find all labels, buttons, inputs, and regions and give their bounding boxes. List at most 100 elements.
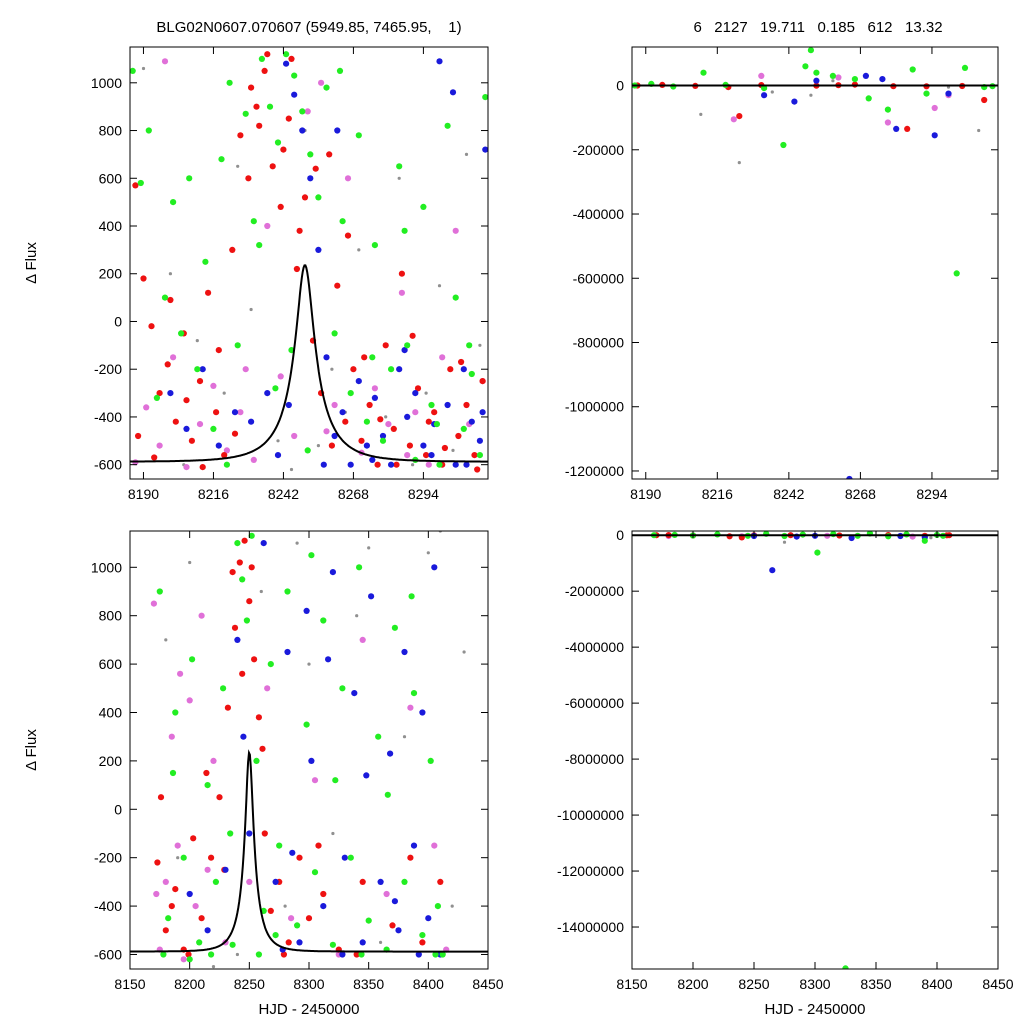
data-point-green xyxy=(229,941,236,948)
data-point-blue xyxy=(320,903,327,910)
data-point-red xyxy=(198,915,205,922)
data-point-magenta xyxy=(359,636,366,644)
data-point-red xyxy=(167,296,174,304)
data-point-blue xyxy=(848,534,855,542)
data-point-red xyxy=(344,232,352,239)
data-point-red xyxy=(293,265,300,273)
data-point-green xyxy=(160,951,167,958)
data-point-blue xyxy=(368,593,375,600)
data-point-green xyxy=(315,194,322,201)
data-point-gray xyxy=(462,650,466,654)
data-point-gray xyxy=(295,541,299,545)
data-point-red xyxy=(377,416,384,423)
data-point-green xyxy=(410,690,418,697)
y-tick-label: 800 xyxy=(99,123,123,139)
data-point-red xyxy=(154,859,161,866)
data-point-red xyxy=(342,418,349,425)
data-point-blue xyxy=(285,401,292,409)
data-point-gray xyxy=(451,448,455,452)
x-tick-label: 8268 xyxy=(338,486,369,502)
data-point-red xyxy=(350,366,357,373)
data-point-blue xyxy=(307,175,314,182)
data-point-blue xyxy=(303,607,310,615)
data-point-green xyxy=(434,903,441,910)
data-point-green xyxy=(255,951,262,958)
data-point-blue xyxy=(482,146,488,153)
data-point-blue xyxy=(323,354,330,361)
data-point-magenta xyxy=(385,421,392,428)
data-point-blue xyxy=(363,772,370,779)
data-point-green xyxy=(226,79,233,86)
data-point-gray xyxy=(357,248,361,252)
y-tick-label: -200 xyxy=(94,361,122,377)
x-tick-label: 8190 xyxy=(630,486,661,502)
data-point-green xyxy=(468,370,475,378)
data-point-green xyxy=(452,294,459,301)
data-point-red xyxy=(280,146,287,153)
data-point-gray xyxy=(977,128,981,133)
data-point-green xyxy=(428,401,435,409)
model-curve xyxy=(130,749,488,953)
data-point-green xyxy=(234,540,241,547)
data-point-magenta xyxy=(264,222,271,230)
data-point-green xyxy=(320,617,327,624)
data-point-red xyxy=(726,533,733,540)
data-point-blue xyxy=(401,648,408,656)
x-tick-label: 8242 xyxy=(773,486,804,502)
data-point-red xyxy=(471,452,478,459)
data-point-red xyxy=(188,437,195,444)
data-point-green xyxy=(323,84,330,91)
data-point-green xyxy=(304,447,311,454)
data-point-red xyxy=(229,246,236,253)
data-point-blue xyxy=(289,849,296,856)
data-point-red xyxy=(135,432,142,440)
data-point-red xyxy=(208,854,215,861)
data-point-red xyxy=(256,122,263,129)
data-point-red xyxy=(248,564,255,571)
data-point-gray xyxy=(478,343,482,347)
data-point-magenta xyxy=(156,442,163,449)
data-point-blue xyxy=(240,733,247,740)
data-point-green xyxy=(961,64,969,71)
data-point-green xyxy=(813,69,820,76)
data-point-blue xyxy=(347,461,354,468)
data-point-blue xyxy=(425,915,432,922)
data-point-magenta xyxy=(210,382,217,389)
data-point-blue xyxy=(260,540,267,547)
data-point-blue xyxy=(479,409,486,416)
x-tick-label: 8450 xyxy=(472,976,503,992)
data-point-green xyxy=(391,624,398,631)
data-point-green xyxy=(307,151,314,158)
data-point-red xyxy=(172,418,179,425)
y-tick-label: 400 xyxy=(99,218,123,234)
data-point-magenta xyxy=(439,354,446,361)
data-point-magenta xyxy=(183,464,190,471)
data-point-green xyxy=(291,72,298,79)
data-point-red xyxy=(261,67,268,74)
data-point-red xyxy=(157,794,165,801)
data-point-green xyxy=(365,917,372,924)
data-point-red xyxy=(736,113,743,120)
data-point-green xyxy=(842,965,849,969)
data-point-gray xyxy=(397,176,401,180)
data-point-red xyxy=(398,270,405,277)
data-point-green xyxy=(865,95,872,102)
y-tick-label: -600 xyxy=(94,946,122,962)
data-point-green xyxy=(427,757,434,765)
data-point-blue xyxy=(334,127,341,134)
data-point-red xyxy=(358,437,365,444)
data-point-red xyxy=(213,409,220,416)
data-point-green xyxy=(433,421,440,428)
x-tick-label: 8300 xyxy=(293,976,324,992)
data-point-green xyxy=(851,76,859,83)
data-point-green xyxy=(196,939,203,946)
y-tick-label: 200 xyxy=(99,266,123,282)
data-point-magenta xyxy=(168,733,175,740)
data-point-gray xyxy=(330,367,334,371)
data-point-green xyxy=(336,67,344,74)
plot-frame xyxy=(129,46,489,480)
data-point-green xyxy=(923,90,930,97)
data-point-magenta xyxy=(246,878,253,886)
data-point-blue xyxy=(379,432,387,440)
data-point-gray xyxy=(283,904,287,908)
